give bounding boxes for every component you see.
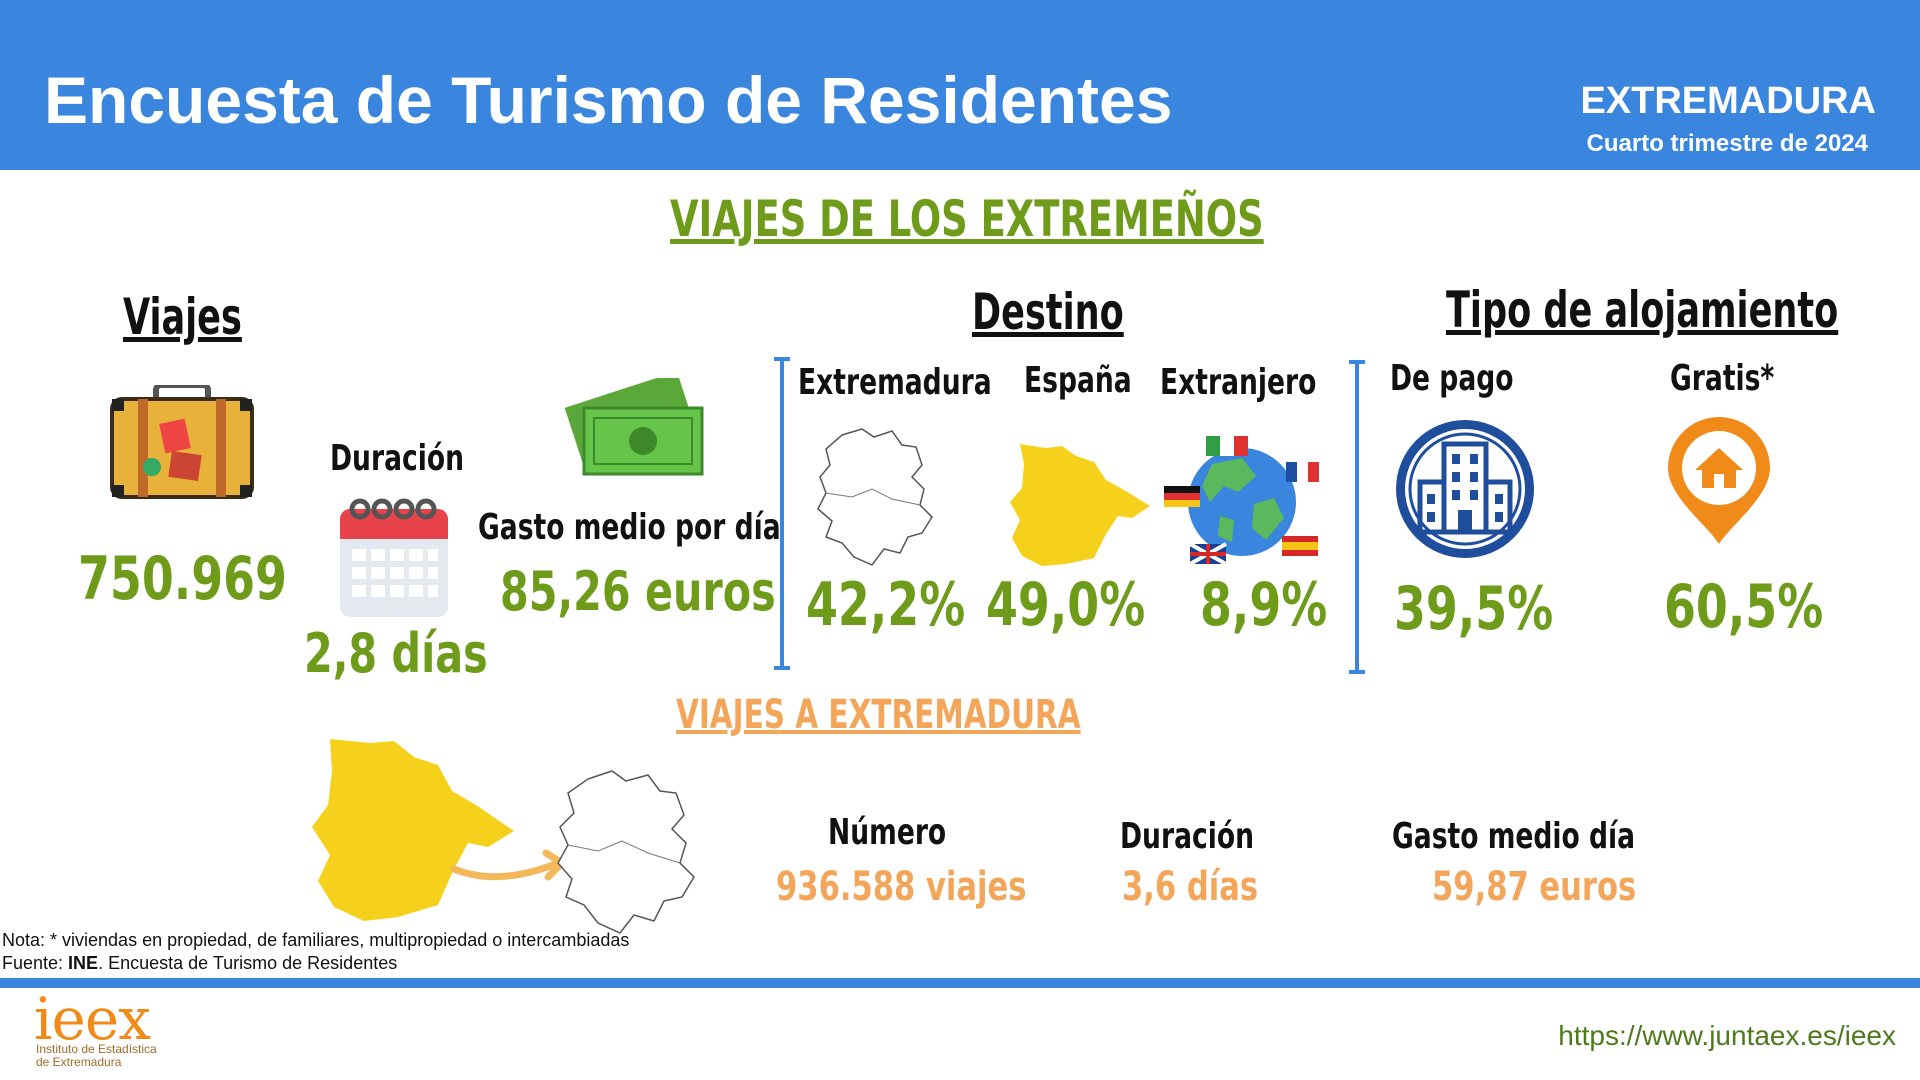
alojamiento-bracket-left <box>1355 360 1359 674</box>
spain-to-extremadura-map-icon <box>298 735 718 940</box>
page-title: Encuesta de Turismo de Residentes <box>44 63 1173 137</box>
home-pin-icon <box>1662 414 1776 553</box>
hotel-building-icon <box>1392 416 1538 567</box>
alojamiento-label-gratis: Gratis* <box>1670 358 1775 399</box>
duracion-label: Duración <box>330 438 464 479</box>
globe-flags-icon <box>1162 432 1322 571</box>
extremadura-map-icon <box>812 425 942 575</box>
alojamiento-value-gratis: 60,5% <box>1664 572 1824 642</box>
s2-numero-value: 936.588 viajes <box>776 864 1027 910</box>
viajes-value: 750.969 <box>78 544 287 614</box>
destino-value-extranjero: 8,9% <box>1200 570 1328 640</box>
alojamiento-bracket-bottom <box>1349 670 1365 674</box>
destino-bracket-bottom <box>774 666 790 670</box>
s2-numero-label: Número <box>828 812 947 853</box>
section-title-viajes-a-extremadura: VIAJES A EXTREMADURA <box>676 692 1081 738</box>
alojamiento-bracket-top <box>1349 360 1365 364</box>
destino-value-espana: 49,0% <box>986 570 1146 640</box>
spain-map-icon <box>1002 440 1152 575</box>
viajes-heading: Viajes <box>123 288 242 346</box>
footnote-nota: Nota: * viviendas en propiedad, de famil… <box>2 930 630 950</box>
s2-duracion-label: Duración <box>1120 816 1254 857</box>
gasto-value: 85,26 euros <box>500 560 776 623</box>
footer-divider <box>0 978 1920 988</box>
destino-label-espana: España <box>1024 360 1132 401</box>
alojamiento-label-de-pago: De pago <box>1390 358 1514 399</box>
alojamiento-value-de-pago: 39,5% <box>1394 574 1554 644</box>
gasto-label: Gasto medio por día <box>478 507 781 548</box>
ieex-logo-subtitle: Instituto de Estadística de Extremadura <box>36 1042 157 1069</box>
s2-duracion-value: 3,6 días <box>1122 864 1259 910</box>
ieex-logo: ieex <box>34 985 151 1053</box>
suitcase-icon <box>108 382 256 505</box>
destino-heading: Destino <box>972 283 1124 341</box>
destino-bracket-top <box>774 357 790 361</box>
destino-label-extremadura: Extremadura <box>798 362 992 403</box>
footer-url-link[interactable]: https://www.juntaex.es/ieex <box>1558 1020 1896 1051</box>
s2-gasto-label: Gasto medio día <box>1392 816 1636 857</box>
region-label: EXTREMADURA <box>1580 80 1876 122</box>
destino-label-extranjero: Extranjero <box>1160 362 1317 403</box>
alojamiento-heading: Tipo de alojamiento <box>1446 281 1839 339</box>
money-icon <box>562 371 710 483</box>
calendar-icon <box>338 495 450 625</box>
period-label: Cuarto trimestre de 2024 <box>1586 130 1868 157</box>
destino-value-extremadura: 42,2% <box>806 570 966 640</box>
header-bar <box>0 0 1920 170</box>
destino-bracket-left <box>780 357 784 670</box>
section-title-viajes-extremenos: VIAJES DE LOS EXTREMEÑOS <box>670 190 1264 248</box>
duracion-value: 2,8 días <box>304 622 488 685</box>
s2-gasto-value: 59,87 euros <box>1432 864 1637 910</box>
footnote-fuente: Fuente: INE. Encuesta de Turismo de Resi… <box>2 953 398 973</box>
